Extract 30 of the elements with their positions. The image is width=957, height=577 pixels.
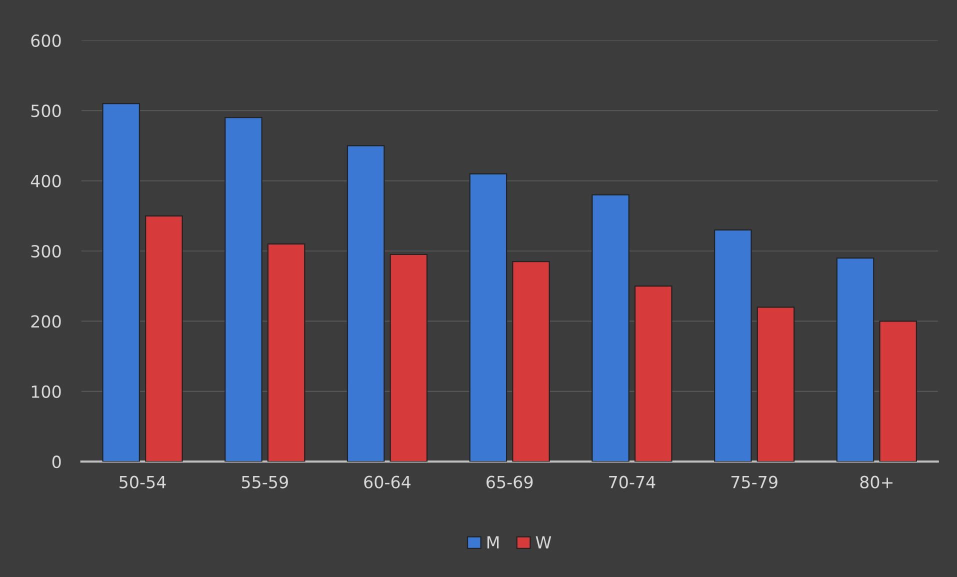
x-tick-label: 60-64 [364, 476, 411, 488]
bar [346, 145, 385, 462]
bar [224, 117, 262, 462]
bar [756, 306, 795, 462]
y-tick-label: 400 [30, 174, 61, 188]
bar [592, 194, 630, 462]
x-tick-label: 75-79 [731, 476, 778, 488]
bar [714, 229, 752, 462]
x-tick-label: 55-59 [242, 476, 288, 488]
bar [469, 173, 508, 462]
x-tick-label: 50-54 [120, 476, 166, 488]
y-tick-label: 600 [31, 34, 61, 47]
y-tick-label: 300 [31, 244, 61, 258]
x-tick-label: 65-69 [486, 476, 533, 488]
bar [145, 215, 183, 462]
legend-label: M [487, 536, 499, 548]
y-tick-label: 500 [31, 104, 61, 118]
bar [390, 254, 428, 462]
bar [879, 320, 917, 462]
bar [836, 257, 874, 462]
x-tick-label: 70-74 [609, 476, 656, 488]
bar [634, 286, 672, 462]
bar [512, 260, 550, 462]
bar [102, 103, 140, 462]
y-tick-label: 0 [52, 456, 61, 468]
legend-label: W [536, 536, 552, 548]
y-tick-label: 100 [32, 385, 61, 398]
bar [267, 243, 306, 462]
x-tick-label: 80+ [860, 476, 892, 488]
y-tick-label: 200 [31, 315, 61, 328]
